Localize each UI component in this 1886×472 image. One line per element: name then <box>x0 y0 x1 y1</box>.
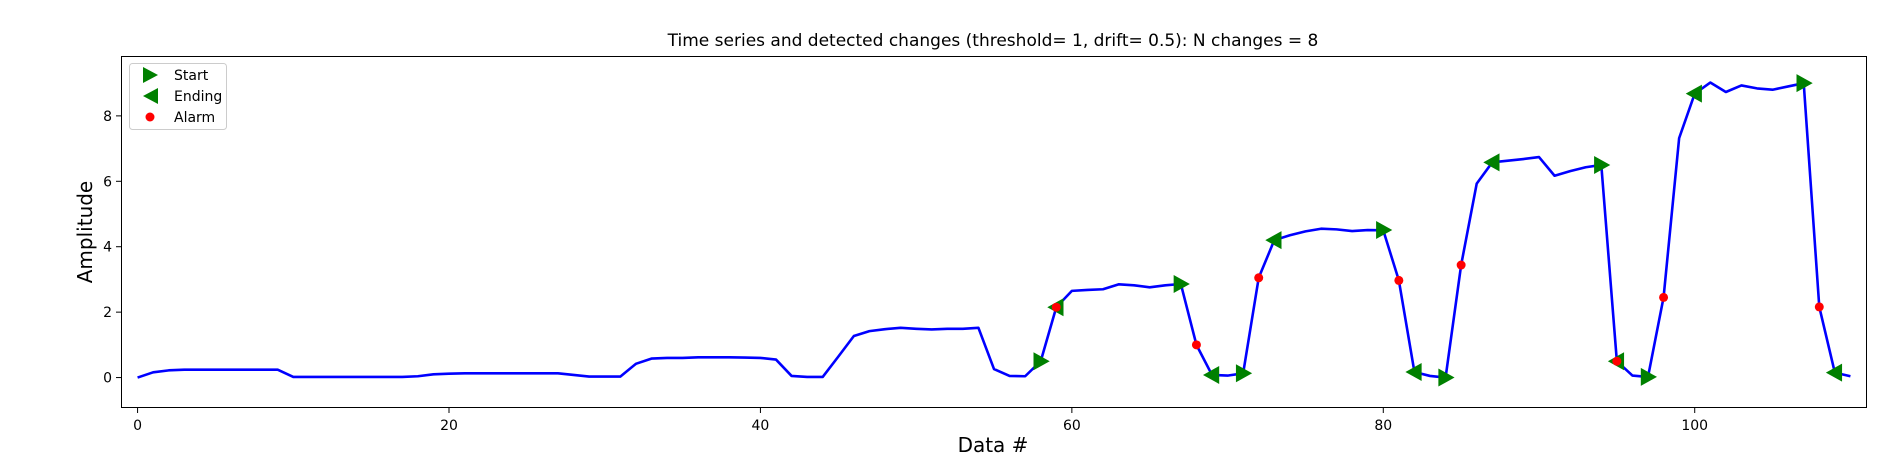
alarm-marker <box>1191 340 1201 350</box>
plot-frame <box>121 56 1867 408</box>
legend-ending-marker <box>143 88 158 104</box>
alarm-marker <box>1394 275 1404 285</box>
start-marker <box>1796 74 1813 93</box>
alarm-marker <box>1612 356 1622 366</box>
start-marker <box>1235 364 1253 383</box>
x-tick-label: 0 <box>133 418 142 434</box>
x-tick-label: 60 <box>1063 418 1081 434</box>
alarm-marker <box>1051 302 1061 312</box>
alarm-marker <box>1254 273 1264 283</box>
legend: Start Ending Alarm <box>129 63 227 130</box>
legend-box <box>129 63 227 130</box>
x-tick-label: 20 <box>440 418 458 434</box>
legend-alarm-marker <box>145 112 155 122</box>
x-axis-label: Data # <box>958 433 1029 457</box>
x-tick-label: 100 <box>1681 418 1708 434</box>
x-tick-label: 40 <box>752 418 770 434</box>
y-axis-label: Amplitude <box>73 181 97 284</box>
start-marker <box>1173 275 1190 294</box>
ending-marker <box>1203 365 1220 384</box>
legend-alarm-label: Alarm <box>174 110 215 126</box>
x-tick-label: 80 <box>1374 418 1392 434</box>
y-tick-label: 2 <box>103 305 112 321</box>
start-marker <box>1033 352 1050 371</box>
start-marker <box>1594 155 1611 174</box>
chart-title: Time series and detected changes (thresh… <box>667 31 1319 51</box>
legend-start-marker <box>143 67 158 83</box>
y-tick-label: 4 <box>103 240 112 256</box>
y-tick-label: 6 <box>103 174 112 190</box>
start-marker <box>1438 368 1455 387</box>
ending-marker <box>1685 84 1702 103</box>
alarm-marker <box>1456 260 1466 270</box>
start-marker <box>1640 367 1657 386</box>
ending-marker <box>1483 153 1500 172</box>
start-marker <box>1376 221 1393 240</box>
series-line <box>137 81 1851 379</box>
y-tick-label: 0 <box>103 371 112 387</box>
ending-marker <box>1825 363 1843 382</box>
legend-ending-label: Ending <box>174 89 222 105</box>
ending-marker <box>1405 363 1422 381</box>
y-tick-label: 8 <box>103 109 112 125</box>
ending-marker <box>1265 231 1282 250</box>
alarm-marker <box>1659 292 1669 302</box>
alarm-marker <box>1814 302 1824 312</box>
legend-start-label: Start <box>174 68 209 84</box>
